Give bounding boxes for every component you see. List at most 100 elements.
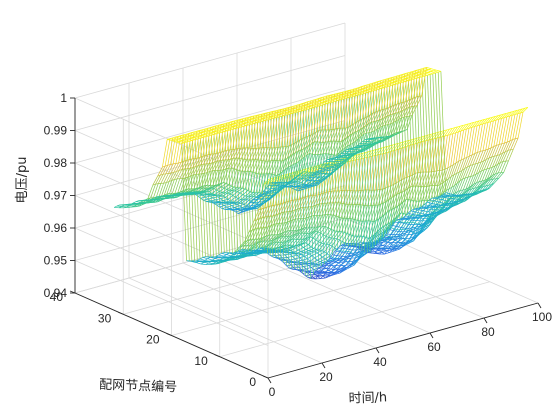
surface-segment-time <box>207 126 214 155</box>
surface-segment-node <box>400 235 404 239</box>
surface-segment-node <box>354 249 358 254</box>
surface-segment-node <box>423 201 428 205</box>
surface-segment-time <box>212 170 218 186</box>
surface-segment-time <box>250 206 256 209</box>
surface-segment-node <box>329 255 333 258</box>
surface-segment-time <box>171 171 177 181</box>
surface-segment-time <box>264 112 271 148</box>
surface-segment-time <box>327 103 333 255</box>
surface-segment-time <box>296 159 302 178</box>
surface-segment-time <box>261 112 268 148</box>
surface-segment-time <box>183 188 189 193</box>
surface-segment-time <box>261 173 267 193</box>
surface-segment-time <box>380 230 386 238</box>
surface-segment-time <box>221 252 227 255</box>
surface-segment-time <box>240 195 246 200</box>
surface-segment-time <box>211 185 217 189</box>
surface-segment-time <box>201 163 207 174</box>
surface-segment-time <box>150 184 156 199</box>
surface-segment-time <box>152 176 158 186</box>
surface-segment-time <box>171 178 178 194</box>
surface-segment-time <box>234 205 240 208</box>
surface-segment-node <box>406 214 410 216</box>
grid-line-z-side <box>74 227 269 314</box>
surface-segment-node <box>289 253 293 257</box>
surface-segment-time <box>174 178 181 194</box>
surface-segment-time <box>321 105 328 262</box>
surface-segment-time <box>293 249 299 253</box>
surface-segment-time <box>324 255 331 260</box>
surface-segment-time <box>256 114 263 149</box>
surface-segment-time <box>238 147 244 159</box>
surface-segment-node <box>329 244 333 247</box>
surface-segment-time <box>208 135 214 258</box>
surface-segment-time <box>181 192 187 195</box>
surface-segment-time <box>229 202 234 205</box>
surface-segment-node <box>227 158 231 161</box>
surface-segment-time <box>179 168 185 179</box>
surface-segment-node <box>412 221 416 224</box>
surface-segment-time <box>256 122 263 248</box>
surface-segment-time <box>222 206 228 209</box>
surface-segment-node <box>332 250 336 255</box>
surface-segment-time <box>338 268 344 270</box>
surface-segment-time <box>193 191 199 193</box>
surface-segment-node <box>405 239 409 242</box>
grid-line-z-back <box>74 22 346 99</box>
surface-segment-node <box>494 155 498 157</box>
surface-segment-time <box>159 166 166 176</box>
surface-segment-time <box>358 158 365 191</box>
surface-segment-time <box>250 173 256 192</box>
surface-segment-node <box>463 157 467 159</box>
surface-segment-node <box>413 200 417 202</box>
surface-segment-time <box>302 110 309 278</box>
surface-segment-time <box>232 191 238 196</box>
surface-segment-time <box>267 119 274 258</box>
surface-segment-node <box>208 162 212 165</box>
surface-segment-time <box>175 135 182 164</box>
surface-segment-time <box>265 117 271 120</box>
surface-segment-time <box>212 196 218 199</box>
surface-segment-time <box>287 154 293 168</box>
surface-segment-node <box>313 175 317 177</box>
surface-segment-time <box>178 161 185 171</box>
surface-segment-time <box>178 134 184 164</box>
surface-segment-node <box>311 255 316 259</box>
surface-segment-node <box>342 241 346 244</box>
surface-segment-time <box>296 251 302 254</box>
surface-segment-time <box>201 172 208 187</box>
surface-segment-time <box>148 198 154 201</box>
surface-segment-time <box>320 271 326 273</box>
surface-segment-time <box>189 189 195 193</box>
surface-segment-time <box>220 168 227 184</box>
surface-segment-time <box>247 172 254 191</box>
surface-segment-time <box>224 131 231 254</box>
surface-segment-time <box>240 126 247 251</box>
surface-segment-node <box>339 247 343 253</box>
surface-segment-time <box>237 207 243 209</box>
surface-segment-time <box>243 147 250 160</box>
surface-segment-time <box>164 138 171 167</box>
surface-segment-time <box>238 255 244 257</box>
surface-segment-node <box>485 148 489 151</box>
surface-segment-time <box>337 270 343 273</box>
surface-segment-time <box>393 149 400 185</box>
surface-segment-time <box>310 99 317 136</box>
surface-segment-time <box>236 171 243 188</box>
surface-segment-time <box>257 217 263 229</box>
surface-segment-time <box>262 193 267 196</box>
surface-segment-time <box>284 220 291 232</box>
surface-segment-time <box>273 147 279 161</box>
surface-segment-time <box>254 123 260 249</box>
surface-segment-time <box>274 173 281 195</box>
surface-segment-time <box>274 189 280 191</box>
surface-segment-time <box>333 262 339 268</box>
surface-segment-time <box>332 254 338 256</box>
surface-segment-time <box>351 255 357 265</box>
surface-segment-time <box>222 192 228 197</box>
surface-segment-node <box>341 231 345 233</box>
surface-segment-time <box>377 232 383 241</box>
surface-segment-time <box>194 139 201 259</box>
surface-segment-time <box>257 204 263 209</box>
surface-segment-time <box>385 151 392 188</box>
